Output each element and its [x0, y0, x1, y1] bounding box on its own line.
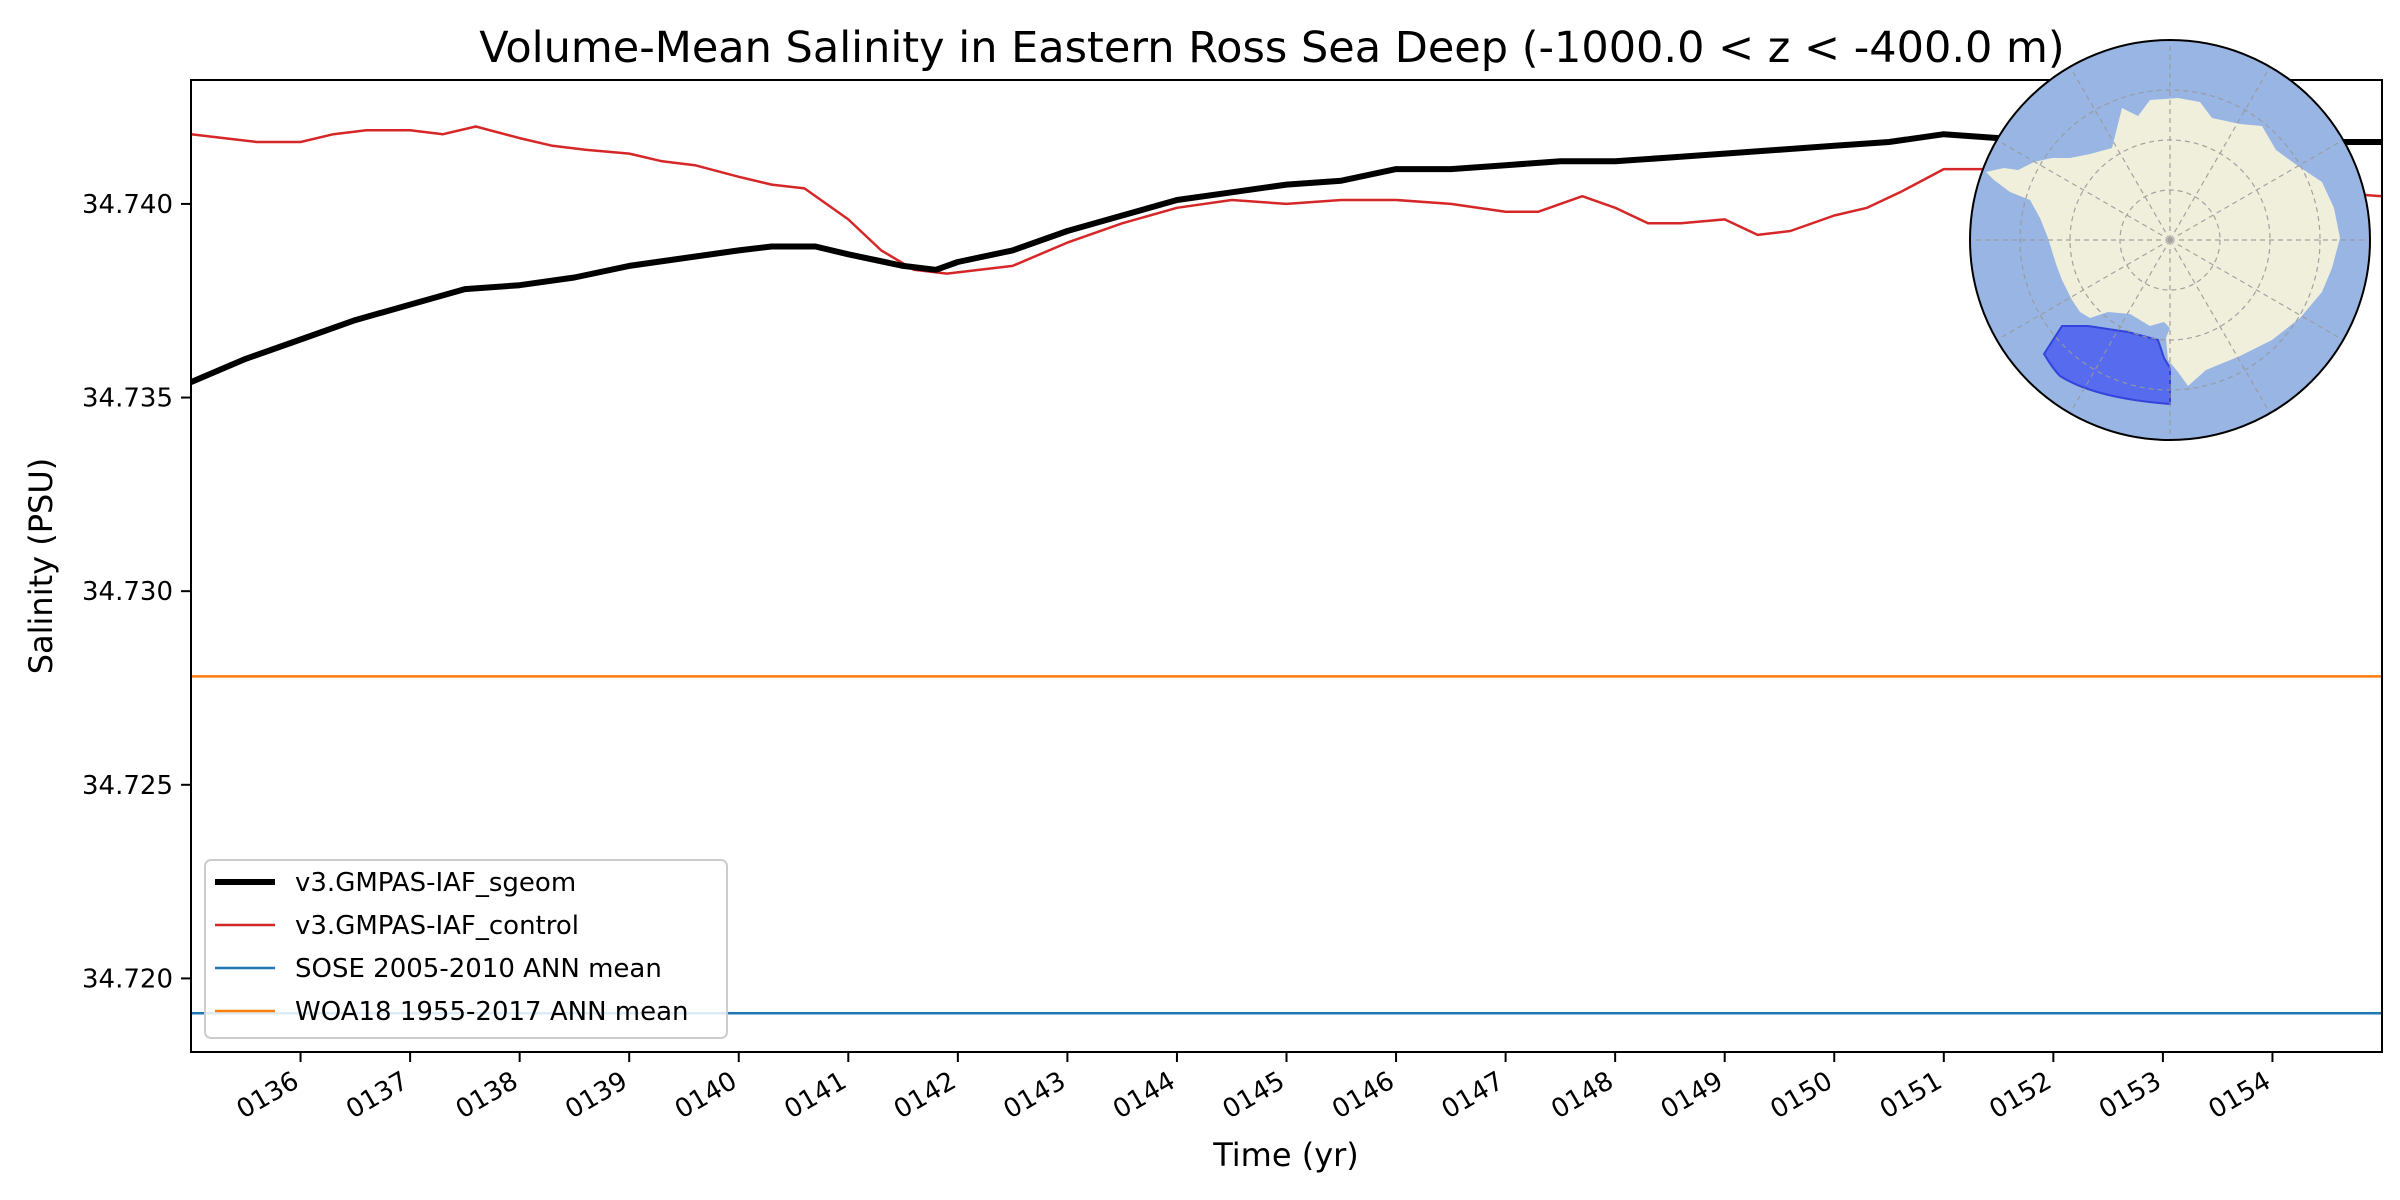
legend-label: WOA18 1955-2017 ANN mean	[295, 997, 689, 1027]
y-tick-label: 34.740	[82, 190, 173, 220]
legend-label: v3.GMPAS-IAF_sgeom	[295, 868, 576, 898]
legend-box	[204, 859, 728, 1039]
legend-label: SOSE 2005-2010 ANN mean	[295, 954, 662, 984]
globe-outline	[1969, 39, 2371, 441]
legend-label: v3.GMPAS-IAF_control	[295, 911, 579, 941]
series-line-1	[191, 125, 2382, 275]
graticule	[1970, 40, 2370, 440]
y-axis-label: Salinity (PSU)	[22, 458, 60, 675]
antarctica-landmass	[1986, 98, 2340, 386]
y-tick-label: 34.730	[82, 577, 173, 607]
y-axis: 34.720 34.725 34.730 34.735 34.740	[82, 190, 191, 994]
antarctica-inset-map	[1969, 39, 2371, 441]
legend: v3.GMPAS-IAF_sgeom v3.GMPAS-IAF_control SO…	[204, 859, 728, 1039]
y-tick-label: 34.720	[82, 964, 173, 994]
chart-title: Volume-Mean Salinity in Eastern Ross Sea…	[479, 23, 2064, 73]
x-axis-label: Time (yr)	[1212, 1136, 1359, 1174]
y-tick-label: 34.725	[82, 771, 173, 801]
y-tick-label: 34.735	[82, 384, 173, 414]
